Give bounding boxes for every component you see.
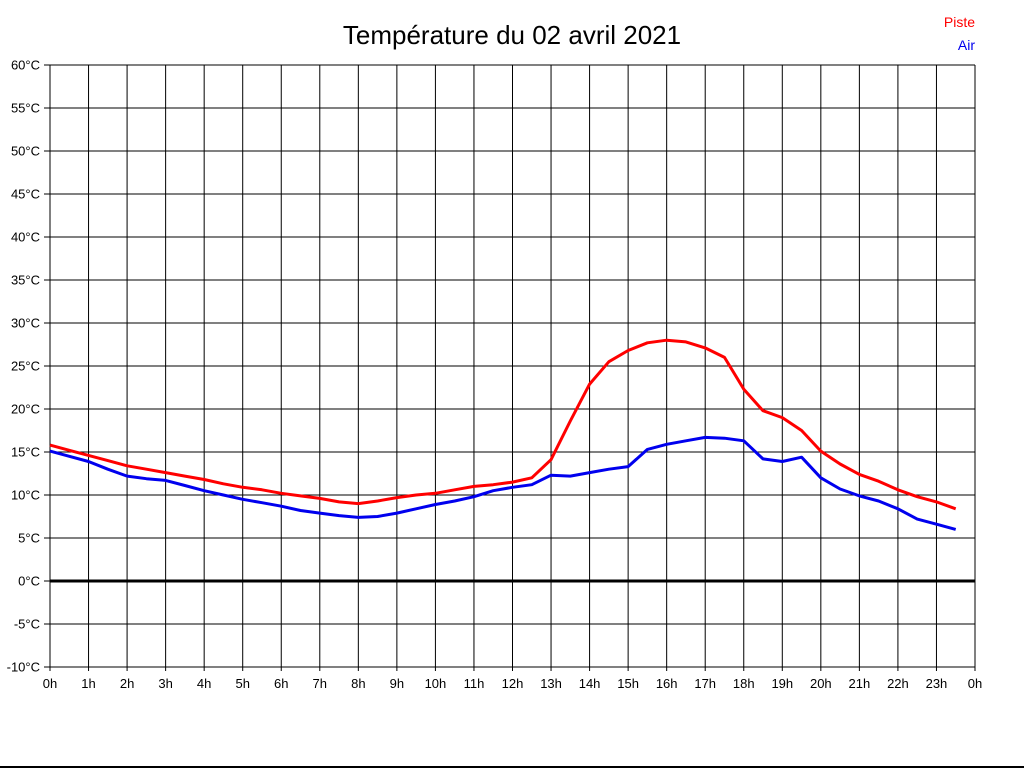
y-tick-label: 15°C — [11, 445, 40, 460]
legend-piste-label: Piste — [943, 14, 975, 30]
chart-title: Température du 02 avril 2021 — [342, 20, 682, 50]
air-line — [49, 435, 957, 531]
x-tick-label: 20h — [810, 676, 832, 691]
x-tick-label: 2h — [120, 676, 134, 691]
y-tick-label: -5°C — [14, 617, 40, 632]
x-tick-label: 6h — [274, 676, 288, 691]
x-tick-label: 23h — [926, 676, 948, 691]
x-tick-label: 7h — [313, 676, 327, 691]
x-tick-label: 11h — [464, 676, 485, 691]
y-tick-label: 45°C — [11, 187, 40, 202]
y-tick-label: 10°C — [11, 488, 40, 503]
y-tick-label: 5°C — [18, 531, 40, 546]
x-tick-label: 21h — [849, 676, 871, 691]
legend-air-label: Air — [957, 37, 975, 53]
x-tick-label: 3h — [158, 676, 172, 691]
x-tick-label: 14h — [579, 676, 601, 691]
x-tick-label: 13h — [540, 676, 562, 691]
x-tick-label: 22h — [887, 676, 909, 691]
y-tick-label: 40°C — [11, 230, 40, 245]
piste-line — [49, 338, 957, 511]
x-tick-label: 9h — [390, 676, 404, 691]
y-tick-label: 25°C — [11, 359, 40, 374]
x-tick-label: 12h — [502, 676, 524, 691]
y-tick-label: 50°C — [11, 144, 40, 159]
y-tick-label: 55°C — [11, 101, 40, 116]
x-tick-label: 18h — [733, 676, 755, 691]
y-tick-label: 30°C — [11, 316, 40, 331]
x-tick-label: 5h — [235, 676, 249, 691]
y-tick-label: 0°C — [18, 574, 40, 589]
x-tick-label: 4h — [197, 676, 211, 691]
legend: Piste Air — [944, 11, 975, 57]
x-tick-label: 15h — [617, 676, 639, 691]
x-tick-label: 17h — [694, 676, 716, 691]
window-bottom-edge — [0, 766, 1024, 768]
x-tick-label: 19h — [771, 676, 793, 691]
x-tick-label: 10h — [425, 676, 447, 691]
x-tick-label: 1h — [81, 676, 95, 691]
x-tick-label: 0h — [43, 676, 57, 691]
x-tick-label: 16h — [656, 676, 678, 691]
y-tick-label: -10°C — [7, 660, 40, 675]
x-tick-label: 8h — [351, 676, 365, 691]
y-tick-label: 35°C — [11, 273, 40, 288]
x-tick-label: 0h — [968, 676, 982, 691]
y-tick-label: 20°C — [11, 402, 40, 417]
y-tick-label: 60°C — [11, 58, 40, 73]
